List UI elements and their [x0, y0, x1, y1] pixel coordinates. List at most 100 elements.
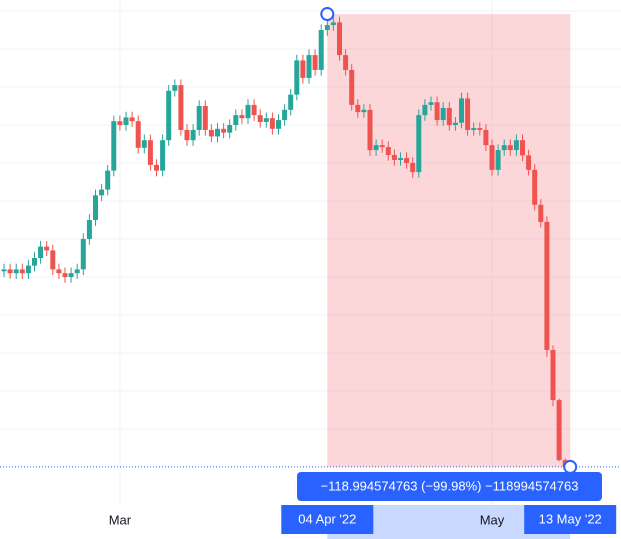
candle-body [495, 150, 501, 170]
candle-body [349, 69, 355, 105]
candle-body [367, 109, 373, 151]
candle-body [410, 163, 416, 173]
candle-body [269, 118, 275, 129]
candle-body [385, 147, 391, 156]
candle-body [190, 129, 196, 141]
candle-body [446, 107, 452, 126]
axis-badge [281, 505, 374, 534]
measure-range [327, 14, 571, 467]
candle-body [532, 169, 538, 205]
candle-body [312, 55, 318, 70]
candle-body [129, 117, 135, 122]
candle-body [428, 102, 434, 105]
candle-body [80, 239, 86, 270]
measure-handle [320, 7, 335, 22]
candle-body [38, 246, 44, 259]
candle-body [245, 104, 251, 119]
candle-body [538, 204, 544, 222]
candle-body [324, 25, 330, 31]
measure-handle [563, 459, 578, 474]
candle-body [196, 106, 202, 130]
candle-body [355, 104, 361, 113]
candle-body [288, 94, 294, 110]
candle-body [422, 104, 428, 116]
candle-body [337, 22, 342, 56]
candle-body [172, 85, 178, 91]
candle-body [25, 265, 31, 274]
candle-body [86, 220, 92, 240]
candle-body [507, 145, 513, 151]
candle-body [550, 349, 556, 401]
candle-body [99, 189, 105, 196]
candle-body [239, 115, 245, 119]
candle-body [300, 60, 306, 78]
candle-body [178, 85, 184, 130]
candle-body [111, 121, 117, 171]
candle-body [184, 129, 190, 141]
candle-body [398, 158, 403, 160]
candle-body [13, 269, 19, 274]
candle-body [56, 269, 62, 274]
candle-body [74, 269, 80, 274]
candle-body [330, 22, 336, 26]
candle-body [147, 140, 153, 165]
candle-body [471, 128, 477, 130]
axis-badge [524, 505, 617, 534]
candle-body [391, 155, 397, 160]
candle-body [68, 273, 74, 278]
candle-body [93, 195, 98, 221]
candle-body [221, 128, 227, 133]
candle-body [117, 121, 123, 126]
candle-body [251, 104, 257, 116]
candle-body [257, 115, 263, 122]
candle-body [105, 170, 111, 190]
candle-body [44, 246, 50, 251]
candle-body [215, 128, 220, 137]
candle-body [416, 115, 422, 173]
candle-body [19, 269, 25, 274]
candle-body [1, 269, 7, 272]
candle-body [501, 145, 507, 151]
candle-body [544, 221, 550, 350]
candle-body [306, 55, 312, 78]
measure-tooltip [297, 472, 602, 501]
candle-body [434, 102, 440, 121]
candle-body [123, 117, 129, 126]
measure-label: −118.994574763 (−99.98%) −118994574763 [321, 478, 579, 493]
candle-body [294, 60, 300, 95]
candle-body [483, 129, 489, 146]
candle-body [520, 140, 525, 156]
candle-body [459, 98, 464, 123]
candle-body [141, 140, 147, 148]
candle-body [208, 129, 214, 137]
candle-body [166, 90, 172, 141]
candle-body [276, 120, 281, 129]
candle-body [489, 145, 495, 170]
candle-body [440, 107, 446, 121]
candle-body [513, 140, 519, 151]
candle-body [227, 125, 233, 133]
candle-body [556, 400, 562, 461]
candle-body [154, 164, 159, 171]
candle-body [379, 145, 385, 148]
candle-body [373, 145, 379, 151]
candle-body [452, 122, 458, 126]
candle-body [32, 258, 37, 266]
candle-body [404, 158, 410, 164]
axis-badge-label: 13 May '22 [539, 511, 602, 526]
candle-body [263, 118, 269, 122]
candle-body [343, 55, 349, 70]
axis-badge-label: 04 Apr '22 [298, 511, 356, 526]
candle-body [62, 273, 68, 278]
candle-body [7, 269, 13, 274]
candle-body [160, 140, 166, 171]
candle-body [361, 109, 367, 113]
candle-body [282, 109, 288, 121]
candle-body [135, 121, 141, 148]
candle-body [318, 30, 324, 70]
x-tick-label: Mar [109, 512, 132, 527]
candle-body [526, 155, 532, 170]
candle-body [50, 250, 56, 270]
candle-body [477, 128, 483, 130]
